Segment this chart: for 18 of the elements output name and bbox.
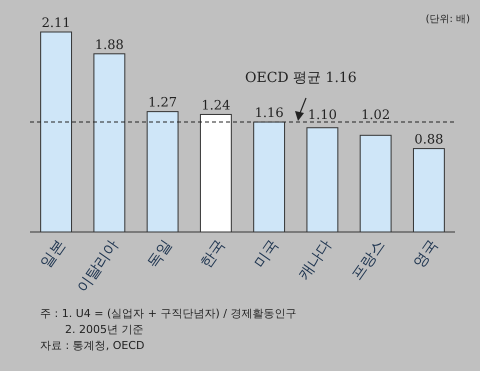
ref-line-label: OECD 평균 1.16 (245, 70, 357, 86)
text: 주 : 1. U4 = (실업자 + 구직단념자) / 경제활동인구 (40, 307, 296, 320)
data-label: 0.88 (414, 132, 444, 148)
data-label: 1.27 (148, 96, 178, 111)
data-label: 1.88 (94, 38, 124, 53)
text: 자료 : 통계청, OECD (40, 339, 144, 352)
data-label: 1.10 (308, 108, 337, 124)
data-label: 1.02 (361, 108, 390, 124)
x-tick-label: 미국 (250, 236, 282, 272)
x-tick-label: 독일 (143, 236, 176, 272)
x-tick-label: 영국 (410, 236, 442, 272)
data-label: 2.11 (42, 16, 71, 31)
x-tick-label: 일본 (36, 236, 69, 272)
text: 2. 2005년 기준 (65, 323, 144, 336)
data-label: 1.24 (201, 98, 230, 114)
data-label: 1.16 (254, 106, 284, 122)
text: (단위: 배) (426, 14, 470, 25)
x-tick-label: 한국 (196, 236, 229, 272)
